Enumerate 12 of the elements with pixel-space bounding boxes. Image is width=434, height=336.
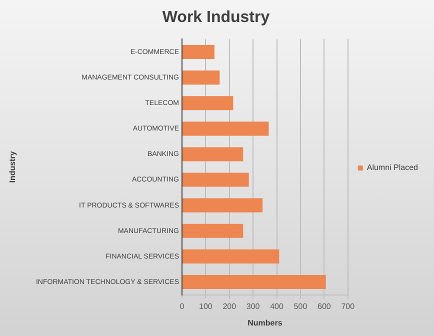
x-tick-label: 200 [222, 302, 237, 311]
legend-label: Alumni Placed [366, 163, 418, 172]
x-tick-label: 300 [246, 302, 260, 311]
x-tick-label: 700 [341, 302, 356, 311]
chart-title: Work Industry [162, 9, 270, 26]
y-axis-title: Industry [8, 150, 18, 183]
x-tick-label: 600 [317, 302, 332, 311]
x-tick-label: 0 [180, 302, 185, 311]
x-axis-title: Numbers [248, 318, 283, 328]
x-tick-label: 400 [270, 302, 284, 311]
x-tick-label: 100 [199, 302, 213, 311]
x-tick-label: 500 [294, 302, 308, 311]
